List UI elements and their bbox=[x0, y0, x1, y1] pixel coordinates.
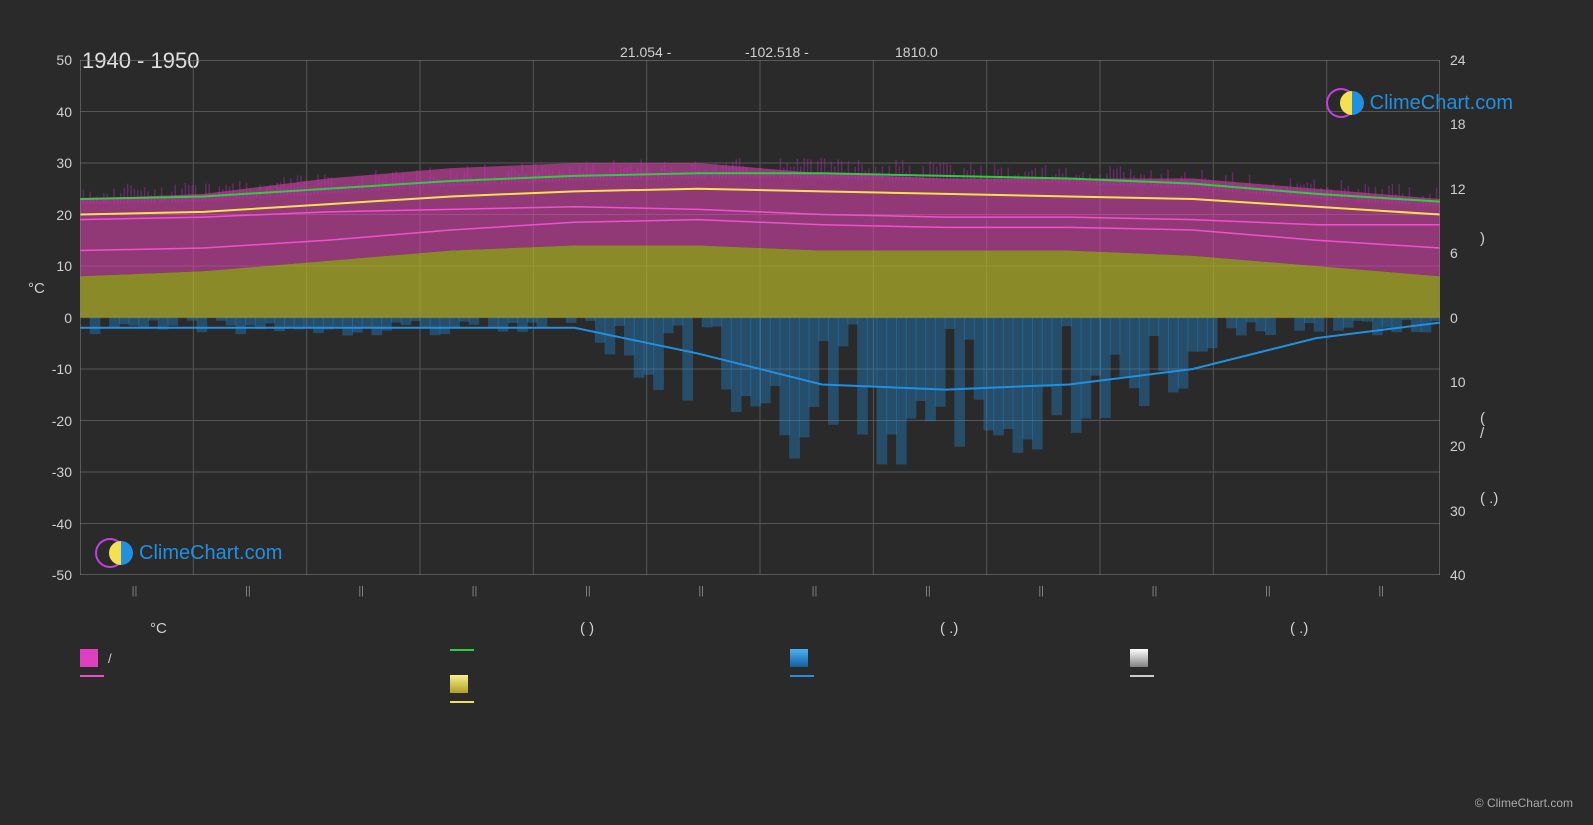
legend-swatch bbox=[450, 675, 468, 693]
legend-swatch bbox=[450, 701, 474, 703]
month-mark: || bbox=[585, 585, 591, 597]
month-mark: || bbox=[132, 585, 138, 597]
climechart-icon bbox=[1326, 85, 1362, 121]
y-axis-right-symbol-4: ( .) bbox=[1480, 490, 1498, 507]
y-left-tick: -20 bbox=[52, 413, 72, 429]
month-mark: || bbox=[358, 585, 364, 597]
header-elev: 1810.0 bbox=[895, 44, 938, 60]
month-mark: || bbox=[1265, 585, 1271, 597]
y-left-tick: -40 bbox=[52, 516, 72, 532]
y-right-tick: 18 bbox=[1450, 116, 1466, 132]
logo-bottom: ClimeChart.com bbox=[95, 535, 282, 571]
legend-swatch bbox=[790, 675, 814, 677]
legend-item bbox=[790, 649, 1120, 667]
y-left-tick: 20 bbox=[56, 207, 72, 223]
legend-header-2: ( ) bbox=[440, 620, 780, 637]
legend-item: / bbox=[80, 649, 440, 667]
legend-header-3: ( .) bbox=[780, 620, 1120, 637]
climechart-icon bbox=[95, 535, 131, 571]
chart-area bbox=[80, 60, 1440, 575]
y-left-tick: -10 bbox=[52, 361, 72, 377]
legend-swatch bbox=[80, 675, 104, 677]
month-mark: || bbox=[245, 585, 251, 597]
y-right-tick: 30 bbox=[1450, 503, 1466, 519]
legend-header-1: °C bbox=[70, 620, 440, 637]
y-right-tick: 10 bbox=[1450, 374, 1466, 390]
y-right-tick: 6 bbox=[1450, 245, 1458, 261]
header-lon: -102.518 - bbox=[745, 44, 809, 60]
legend-item bbox=[80, 675, 440, 677]
legend-swatch bbox=[450, 649, 474, 651]
y-left-tick: 10 bbox=[56, 258, 72, 274]
y-left-tick: 40 bbox=[56, 104, 72, 120]
y-left-tick: 30 bbox=[56, 155, 72, 171]
legend-swatch bbox=[1130, 649, 1148, 667]
logo-top: ClimeChart.com bbox=[1326, 85, 1513, 121]
y-left-tick: 50 bbox=[56, 52, 72, 68]
header-lat: 21.054 - bbox=[620, 44, 671, 60]
month-mark: || bbox=[472, 585, 478, 597]
copyright: © ClimeChart.com bbox=[1475, 796, 1573, 810]
month-mark: || bbox=[698, 585, 704, 597]
legend-header-4: ( .) bbox=[1120, 620, 1420, 637]
legend-item bbox=[1130, 649, 1420, 667]
legend-item bbox=[450, 649, 780, 651]
legend-swatch bbox=[790, 649, 808, 667]
legend-item bbox=[1130, 675, 1420, 677]
y-right-tick: 0 bbox=[1450, 310, 1458, 326]
chart-svg bbox=[80, 60, 1440, 575]
y-axis-right-symbol-3: / bbox=[1480, 425, 1484, 442]
legend-item bbox=[450, 701, 780, 703]
y-right-tick: 24 bbox=[1450, 52, 1466, 68]
legend-swatch bbox=[80, 649, 98, 667]
y-axis-left-title: °C bbox=[28, 280, 45, 297]
y-axis-right-symbol-1: ) bbox=[1480, 230, 1485, 247]
legend-item bbox=[790, 675, 1120, 677]
month-mark: || bbox=[925, 585, 931, 597]
y-left-tick: -30 bbox=[52, 464, 72, 480]
legend-swatch bbox=[1130, 675, 1154, 677]
legend-label: / bbox=[108, 651, 112, 666]
month-mark: || bbox=[812, 585, 818, 597]
month-mark: || bbox=[1378, 585, 1384, 597]
y-left-tick: -50 bbox=[52, 567, 72, 583]
month-mark: || bbox=[1152, 585, 1158, 597]
y-right-tick: 40 bbox=[1450, 567, 1466, 583]
logo-text-bottom: ClimeChart.com bbox=[139, 542, 282, 565]
legend-item bbox=[450, 675, 780, 693]
y-left-tick: 0 bbox=[64, 310, 72, 326]
y-right-tick: 20 bbox=[1450, 438, 1466, 454]
month-mark: || bbox=[1038, 585, 1044, 597]
y-right-tick: 12 bbox=[1450, 181, 1466, 197]
legend: °C ( ) ( .) ( .) / bbox=[70, 620, 1470, 711]
logo-text-top: ClimeChart.com bbox=[1370, 92, 1513, 115]
